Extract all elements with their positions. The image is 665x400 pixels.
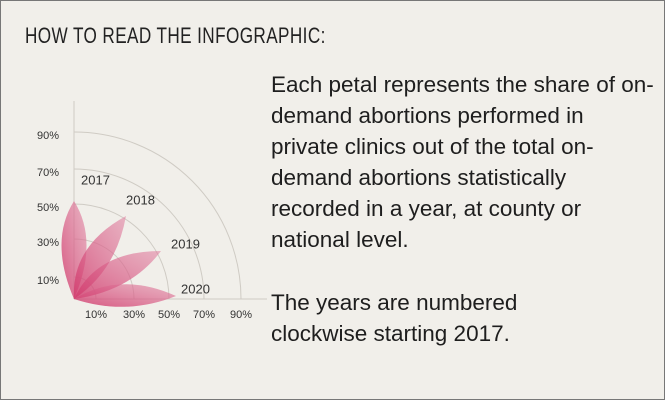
title: HOW TO READ THE INFOGRAPHIC:: [25, 23, 326, 48]
x-axis-label: 50%: [158, 309, 180, 321]
x-axis-label: 30%: [123, 309, 145, 321]
petal: [74, 284, 176, 307]
grid-arc: [73, 203, 170, 300]
year-label: 2018: [126, 192, 155, 207]
x-axis-label: 70%: [193, 309, 215, 321]
year-label: 2020: [181, 281, 210, 296]
y-axis-label: 30%: [37, 237, 59, 249]
y-axis-label: 10%: [37, 275, 59, 287]
y-axis-label: 90%: [37, 130, 59, 142]
description: Each petal represents the share of on-de…: [271, 72, 654, 252]
x-axis-label: 90%: [230, 309, 252, 321]
y-axis-label: 50%: [37, 202, 59, 214]
year-label: 2017: [81, 172, 110, 187]
petal: [73, 216, 126, 299]
petal: [74, 251, 161, 299]
grid-arc: [73, 131, 242, 300]
x-axis-label: 10%: [85, 309, 107, 321]
y-axis-label: 70%: [37, 167, 59, 179]
year-label: 2019: [171, 236, 200, 251]
labels: 10% 30% 50% 70% 90% 10% 30% 50% 70% 90% 2017 2018 20…: [37, 130, 252, 321]
description: The years are numbered clockwise startin…: [271, 290, 518, 346]
grid-arc: [73, 168, 205, 300]
